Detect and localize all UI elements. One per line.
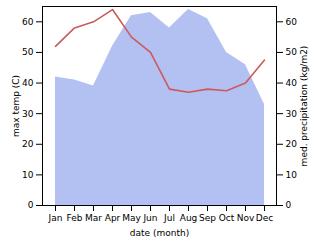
svg-text:Jul: Jul	[163, 213, 175, 223]
svg-text:10: 10	[286, 170, 298, 180]
svg-text:med. precipitation (kg/m2): med. precipitation (kg/m2)	[299, 46, 309, 167]
svg-text:60: 60	[286, 17, 298, 27]
svg-text:20: 20	[22, 139, 34, 149]
svg-text:0: 0	[28, 200, 34, 210]
svg-text:0: 0	[286, 200, 292, 210]
svg-text:Jun: Jun	[142, 213, 157, 223]
svg-text:30: 30	[286, 109, 298, 119]
svg-text:20: 20	[286, 139, 298, 149]
svg-text:Dec: Dec	[256, 213, 273, 223]
svg-text:Mar: Mar	[85, 213, 102, 223]
svg-text:May: May	[122, 213, 141, 223]
svg-text:Sep: Sep	[199, 213, 216, 223]
svg-text:40: 40	[22, 78, 34, 88]
svg-text:60: 60	[22, 17, 34, 27]
svg-text:Aug: Aug	[180, 213, 198, 223]
svg-text:max temp (C): max temp (C)	[11, 75, 21, 137]
svg-text:10: 10	[22, 170, 34, 180]
svg-text:40: 40	[286, 78, 298, 88]
svg-text:50: 50	[286, 47, 298, 57]
svg-text:Apr: Apr	[105, 213, 121, 223]
svg-text:date (month): date (month)	[130, 228, 189, 238]
svg-text:50: 50	[22, 47, 34, 57]
svg-text:Feb: Feb	[67, 213, 83, 223]
svg-text:30: 30	[22, 109, 34, 119]
svg-text:Nov: Nov	[237, 213, 255, 223]
svg-text:Jan: Jan	[48, 213, 63, 223]
svg-text:Oct: Oct	[219, 213, 235, 223]
